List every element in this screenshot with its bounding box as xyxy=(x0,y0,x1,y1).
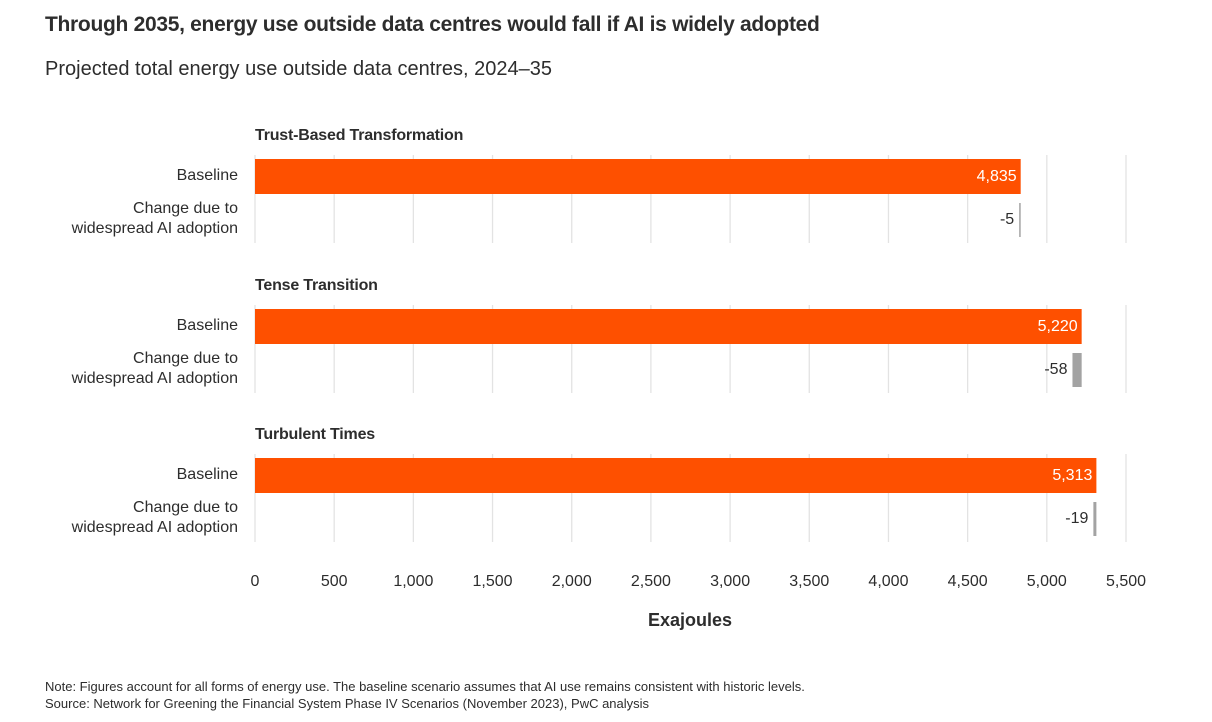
x-tick-label: 4,000 xyxy=(868,573,908,590)
x-tick-label: 1,500 xyxy=(473,573,513,590)
row-label-baseline: Baseline xyxy=(177,466,238,483)
group-title: Trust-Based Transformation xyxy=(255,127,463,144)
row-label-baseline: Baseline xyxy=(177,317,238,334)
baseline-bar xyxy=(255,458,1097,493)
x-tick-label: 5,500 xyxy=(1106,573,1146,590)
row-label-change: Change due to xyxy=(133,350,238,367)
row-label-change: widespread AI adoption xyxy=(71,370,238,387)
x-tick-label: 3,000 xyxy=(710,573,750,590)
x-tick-label: 1,000 xyxy=(393,573,433,590)
x-tick-label: 500 xyxy=(321,573,348,590)
x-axis-label: Exajoules xyxy=(648,610,732,630)
chart-title: Through 2035, energy use outside data ce… xyxy=(45,13,820,36)
change-bar xyxy=(1093,502,1097,536)
baseline-bar xyxy=(255,309,1082,344)
change-bar xyxy=(1019,203,1021,237)
change-value-label: -58 xyxy=(1044,361,1067,378)
row-label-change: Change due to xyxy=(133,499,238,516)
x-tick-label: 2,500 xyxy=(631,573,671,590)
row-label-change: widespread AI adoption xyxy=(71,220,238,237)
chart-subtitle: Projected total energy use outside data … xyxy=(45,58,553,80)
group-title: Turbulent Times xyxy=(255,426,375,443)
change-value-label: -5 xyxy=(1000,211,1014,228)
baseline-value-label: 5,313 xyxy=(1052,467,1092,484)
x-tick-label: 5,000 xyxy=(1027,573,1067,590)
x-tick-label: 3,500 xyxy=(789,573,829,590)
change-bar xyxy=(1072,353,1082,387)
group-title: Tense Transition xyxy=(255,277,378,294)
row-label-change: Change due to xyxy=(133,200,238,217)
row-label-baseline: Baseline xyxy=(177,167,238,184)
baseline-value-label: 4,835 xyxy=(977,168,1017,185)
change-value-label: -19 xyxy=(1065,510,1088,527)
x-tick-label: 4,500 xyxy=(948,573,988,590)
footnote: Note: Figures account for all forms of e… xyxy=(45,679,805,694)
x-tick-label: 2,000 xyxy=(552,573,592,590)
row-label-change: widespread AI adoption xyxy=(71,519,238,536)
x-tick-label: 0 xyxy=(251,573,260,590)
baseline-value-label: 5,220 xyxy=(1038,318,1078,335)
baseline-bar xyxy=(255,159,1021,194)
source-note: Source: Network for Greening the Financi… xyxy=(45,696,650,711)
